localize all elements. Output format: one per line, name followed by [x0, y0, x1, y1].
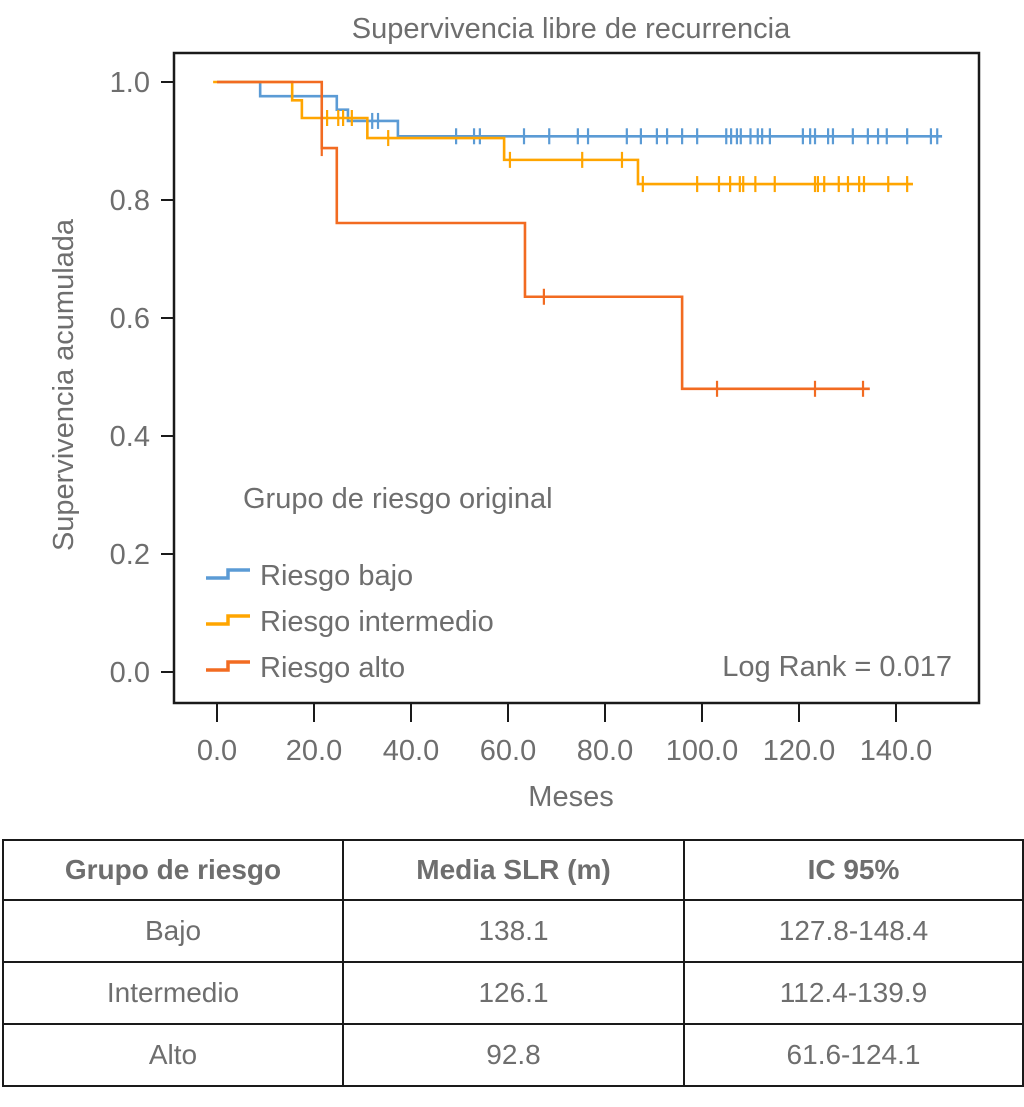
plot-frame: [172, 51, 981, 705]
cell-risk-group: Intermedio: [2, 961, 344, 1025]
cell-mean-rfs: 126.1: [342, 961, 685, 1025]
x-tick-label: 60.0: [480, 735, 536, 767]
header-risk-group: Grupo de riesgo: [2, 839, 344, 901]
cell-ci95: 112.4-139.9: [683, 961, 1024, 1025]
legend-swatch-icon: [206, 568, 250, 580]
cell-mean-rfs: 138.1: [342, 899, 685, 963]
survival-summary-table: Grupo de riesgo Media SLR (m) IC 95% Baj…: [2, 839, 1024, 1087]
x-tick-label: 100.0: [666, 735, 739, 767]
y-tick-label: 0.6: [110, 303, 150, 335]
x-tick-label: 120.0: [763, 735, 836, 767]
x-axis: 0.0 20.0 40.0 60.0 80.0 100.0 120.0 140.0: [197, 703, 932, 767]
series-riesgo-alto: [217, 80, 870, 397]
x-tick-label: 40.0: [383, 735, 439, 767]
x-tick-label: 140.0: [860, 735, 933, 767]
series-riesgo-intermedio: [213, 80, 913, 193]
legend-label: Riesgo alto: [260, 652, 405, 684]
table-row: Intermedio 126.1 112.4-139.9: [2, 961, 1024, 1025]
legend-label: Riesgo bajo: [260, 560, 413, 592]
y-axis: 0.0 0.2 0.4 0.6 0.8 1.0: [110, 67, 174, 689]
table-header-row: Grupo de riesgo Media SLR (m) IC 95%: [2, 839, 1024, 901]
x-axis-title: Meses: [528, 781, 613, 813]
survival-curve: [213, 80, 913, 186]
y-tick-label: 0.4: [110, 421, 150, 453]
x-tick-label: 80.0: [577, 735, 633, 767]
survival-curve: [217, 80, 870, 391]
y-tick-label: 0.8: [110, 185, 150, 217]
cell-mean-rfs: 92.8: [342, 1023, 685, 1087]
series-riesgo-bajo: [217, 80, 943, 145]
legend-item: Riesgo alto: [206, 652, 405, 684]
legend-item: Riesgo intermedio: [206, 606, 494, 638]
legend-swatch-icon: [206, 614, 250, 626]
cell-risk-group: Bajo: [2, 899, 344, 963]
legend-label: Riesgo intermedio: [260, 606, 494, 638]
cell-ci95: 127.8-148.4: [683, 899, 1024, 963]
cell-risk-group: Alto: [2, 1023, 344, 1087]
legend: Grupo de riesgo original Riesgo bajo Ries…: [206, 483, 553, 684]
survival-curve: [217, 80, 943, 138]
legend-swatch-icon: [206, 660, 250, 672]
y-tick-label: 1.0: [110, 67, 150, 99]
table-row: Alto 92.8 61.6-124.1: [2, 1023, 1024, 1087]
series-layer: [213, 80, 943, 397]
y-tick-label: 0.0: [110, 657, 150, 689]
cell-ci95: 61.6-124.1: [683, 1023, 1024, 1087]
chart-title: Supervivencia libre de recurrencia: [352, 13, 791, 45]
legend-item: Riesgo bajo: [206, 560, 413, 592]
header-ci95: IC 95%: [683, 839, 1024, 901]
x-tick-label: 20.0: [286, 735, 342, 767]
log-rank-annotation: Log Rank = 0.017: [722, 651, 952, 683]
survival-chart: Supervivencia libre de recurrencia 0.00.…: [48, 13, 981, 813]
legend-title: Grupo de riesgo original: [243, 483, 553, 515]
table-row: Bajo 138.1 127.8-148.4: [2, 899, 1024, 963]
x-tick-label: 0.0: [197, 735, 237, 767]
y-axis-title: Supervivencia acumulada: [48, 218, 80, 551]
y-tick-label: 0.2: [110, 539, 150, 571]
header-mean-rfs: Media SLR (m): [342, 839, 685, 901]
